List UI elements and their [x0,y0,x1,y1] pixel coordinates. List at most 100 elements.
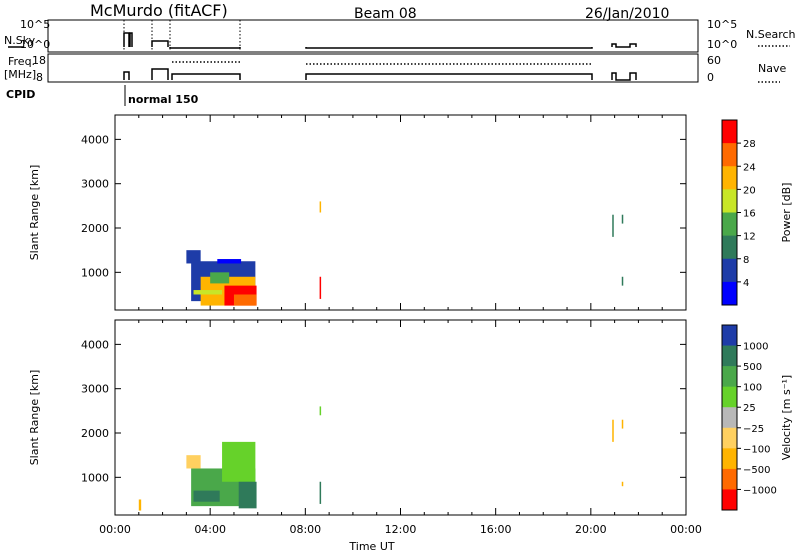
time-axis: 00:00 04:00 08:00 12:00 16:00 20:00 00:00 [99,523,702,536]
x-tick-label: 04:00 [194,523,226,536]
colorbar-swatch [722,448,737,470]
colorbar-tick-label: 8 [743,255,749,266]
data-cell [319,276,322,299]
nsky-segment [123,32,130,47]
data-cell [138,499,142,511]
data-cell [238,481,257,509]
colorbar-swatch [722,235,737,260]
data-cell [621,481,624,487]
colorbar-tick-label: 16 [743,209,756,220]
nsky-tick-top: 10^5 [20,18,50,31]
freq-label-bottom: [MHz] [4,68,36,81]
data-cell [193,490,220,502]
data-cell [210,272,230,284]
data-cell [319,406,322,416]
colorbar-label: Velocity [m s⁻¹] [780,375,793,460]
x-tick-label: 08:00 [289,523,321,536]
nsky-segment [169,47,241,49]
xaxis-label: Time UT [348,540,394,553]
date-label: 26/Jan/2010 [585,6,669,22]
nsky-panel [47,19,699,53]
data-cell [612,214,614,237]
freq-segment [171,73,241,80]
y-tick-label: 1000 [81,471,109,484]
data-cell [217,259,242,264]
x-tick-label: 00:00 [670,523,702,536]
colorbar-tick-label: 20 [743,185,756,196]
colorbar-label: Power [dB] [780,183,793,243]
colorbar-tick-label: 4 [743,278,749,289]
data-cell [186,455,201,469]
colorbar-swatch [722,345,737,367]
beam-label: Beam 08 [354,6,417,22]
data-cell [319,201,322,213]
cpid-label: CPID [6,88,35,101]
colorbar-swatch [722,189,737,213]
colorbar-tick-label: −25 [743,424,764,435]
nsearch-tick-bottom: 10^0 [707,38,737,51]
x-tick-label: 00:00 [99,523,131,536]
y-tick-label: 3000 [81,383,109,396]
colorbar-swatch [722,386,737,408]
nsearch-tick-top: 10^5 [707,18,737,31]
freq-segment [305,73,593,80]
freq-label-top: Freq. [8,55,35,68]
colorbar-swatch [722,427,737,449]
colorbar-swatch [722,258,737,283]
colorbar-swatch [722,212,737,237]
data-cell [193,290,223,295]
power-panel: 1000 2000 3000 4000 Slant Range [km] 28 24 20 16… [28,114,793,311]
velocity-panel: 1000 2000 3000 4000 Slant Range [km] 1000 500 1… [28,319,793,516]
data-cell [621,276,624,286]
colorbar-tick-label: −100 [743,444,770,455]
colorbar-swatch [722,281,737,306]
y-tick-label: 1000 [81,266,109,279]
nave-tick-bottom: 0 [707,71,714,84]
colorbar-tick-label: 500 [743,362,762,373]
freq-segment [611,72,637,81]
colorbar-swatch [722,366,737,388]
x-tick-label: 12:00 [385,523,417,536]
freq-trace [123,61,637,81]
colorbar-tick-label: −1000 [743,485,777,496]
nsky-segment [305,47,593,49]
colorbar-tick-label: −500 [743,465,770,476]
yaxis-label: Slant Range [km] [28,370,41,466]
x-tick-label: 20:00 [575,523,607,536]
data-cell [319,481,322,504]
y-tick-label: 4000 [81,133,109,146]
colorbar-swatch [722,407,737,429]
colorbar-swatch [722,489,737,511]
data-cell [222,441,256,482]
nsky-label: N.Sky [4,34,36,47]
data-cell [621,214,624,224]
colorbar-swatch [722,468,737,490]
colorbar-tick-label: 24 [743,162,756,173]
nsky-tick-bottom: 10^0 [20,38,50,51]
nsky-segment [129,32,133,47]
colorbar-tick-label: 25 [743,403,756,414]
freq-segment [123,71,130,80]
data-cell [186,250,201,264]
nave-label: Nave [758,62,786,75]
yaxis-label: Slant Range [km] [28,165,41,261]
nave-tick-top: 60 [707,54,721,67]
x-tick-label: 16:00 [480,523,512,536]
nsky-segment [611,43,637,48]
colorbar-frame [721,324,738,511]
plot-title: McMurdo (fitACF) [90,1,228,20]
data-cell [612,419,614,442]
y-tick-label: 2000 [81,222,109,235]
colorbar-swatch [722,143,737,167]
colorbar-tick-label: 1000 [743,342,768,353]
colorbar-swatch [722,325,737,347]
freq-tick-bottom: 8 [36,71,43,84]
freq-segment [151,68,169,80]
colorbar-tick-label: 28 [743,139,756,150]
data-cell [621,419,624,429]
y-tick-label: 3000 [81,178,109,191]
cpid-text: normal 150 [128,93,199,106]
colorbar-swatch [722,166,737,190]
freq-tick-top: 18 [32,54,46,67]
